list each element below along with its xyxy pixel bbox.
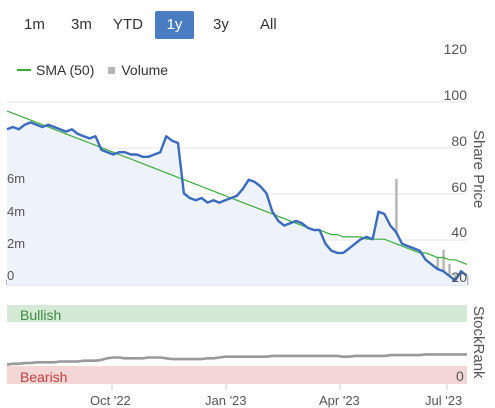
bullish-band — [7, 305, 467, 322]
sma-legend-label[interactable]: SMA (50) — [36, 62, 95, 78]
volume-tick-0: 0 — [7, 268, 15, 283]
stockrank-tick-0: 0 — [456, 368, 464, 384]
x-tick-apr: Apr '23 — [319, 393, 360, 408]
price-tick-120: 120 — [443, 41, 467, 57]
volume-bar — [448, 263, 451, 285]
x-tick-jul: Jul '23 — [425, 393, 463, 408]
range-button-all[interactable]: All — [250, 11, 287, 39]
price-line[interactable] — [6, 121, 468, 282]
bullish-label: Bullish — [20, 307, 62, 323]
range-button-3y[interactable]: 3y — [203, 11, 239, 39]
price-area-fill — [7, 122, 467, 286]
range-button-1m[interactable]: 1m — [14, 11, 55, 39]
volume-legend-swatch — [108, 66, 116, 74]
price-tick-80: 80 — [451, 133, 467, 149]
range-button-ytd[interactable]: YTD — [103, 11, 153, 39]
volume-bar — [442, 249, 445, 285]
price-tick-60: 60 — [451, 179, 467, 195]
volume-tick-6m: 6m — [7, 171, 26, 186]
sma-legend-swatch — [17, 69, 31, 71]
x-tick-oct: Oct '22 — [90, 393, 131, 408]
range-button-3m[interactable]: 3m — [61, 11, 102, 39]
volume-tick-2m: 2m — [7, 236, 26, 251]
range-button-1y[interactable]: 1y — [155, 11, 194, 39]
stockrank-line[interactable] — [6, 353, 467, 366]
bearish-label: Bearish — [20, 369, 68, 385]
chart-legend: SMA (50) Volume — [17, 62, 168, 78]
price-tick-20: 20 — [451, 269, 467, 285]
stockrank-axis-title: StockRank — [470, 306, 487, 379]
volume-legend-label[interactable]: Volume — [121, 62, 169, 78]
price-tick-40: 40 — [451, 224, 467, 240]
sma-line — [6, 110, 468, 265]
bearish-band — [7, 366, 467, 384]
price-tick-100: 100 — [443, 87, 467, 103]
volume-tick-4m: 4m — [7, 204, 26, 219]
volume-bar — [466, 276, 469, 285]
price-axis-title: Share Price — [470, 130, 487, 209]
x-tick-jan: Jan '23 — [205, 393, 247, 408]
